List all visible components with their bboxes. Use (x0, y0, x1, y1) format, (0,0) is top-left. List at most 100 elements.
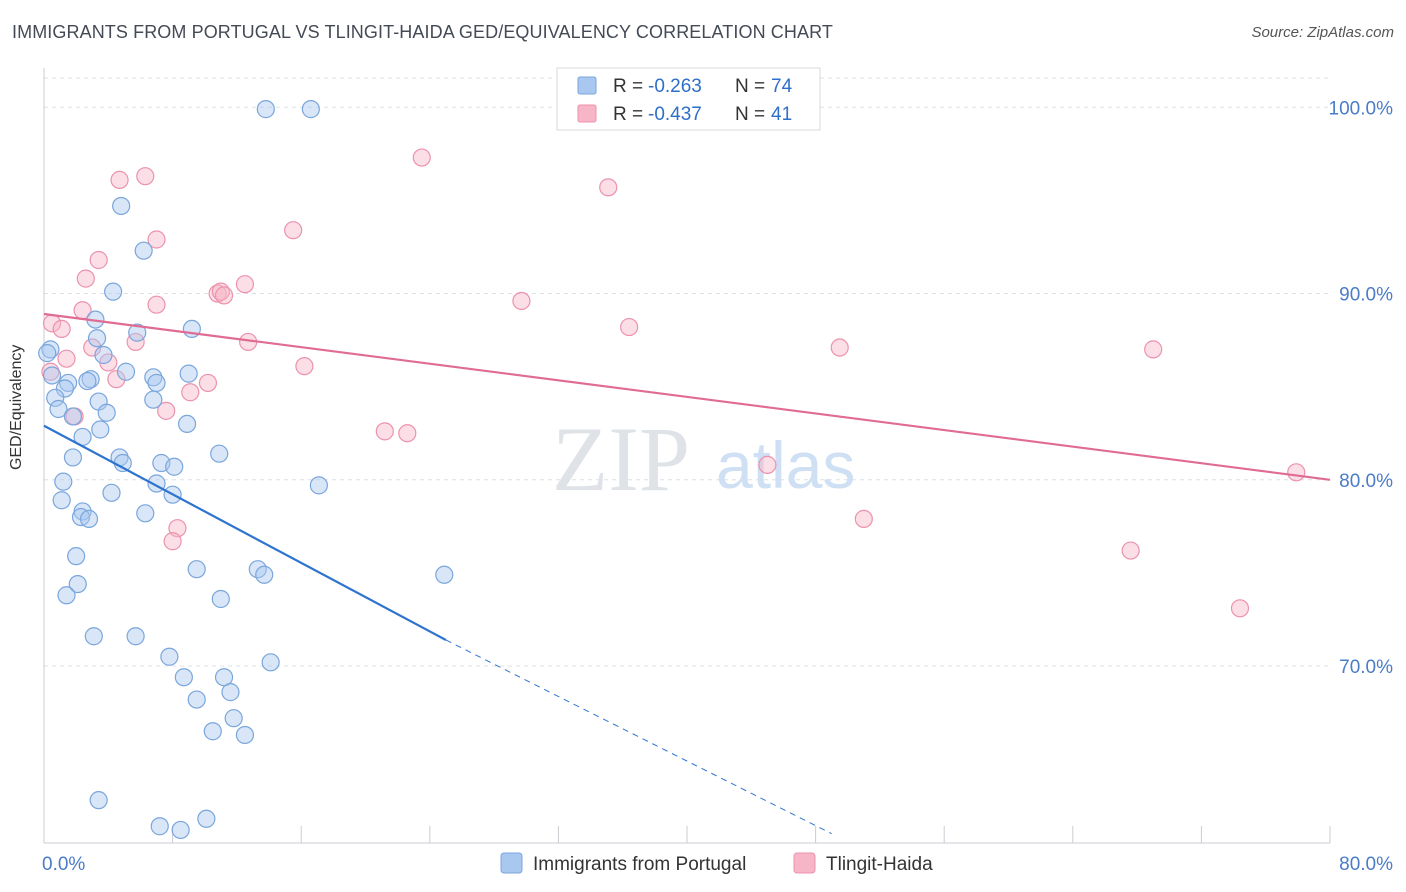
y-tick-label: 80.0% (1339, 471, 1393, 492)
data-point (46, 388, 65, 407)
data-point (211, 589, 230, 609)
data-point (1230, 599, 1250, 618)
data-point (854, 509, 873, 528)
stats-legend-swatch-pink (577, 104, 597, 123)
data-point (59, 373, 78, 393)
data-point (89, 250, 108, 270)
data-point (55, 379, 74, 398)
series-legend: Immigrants from Portugal Tlingit-Haida (500, 852, 933, 875)
data-point (128, 323, 147, 342)
data-point (224, 709, 243, 728)
x-tick-label: 80.0% (1339, 854, 1393, 875)
data-point (1144, 340, 1163, 359)
data-point (435, 565, 454, 584)
data-point (301, 100, 320, 119)
stats-legend-n-value: 41 (771, 104, 792, 125)
data-point (63, 407, 83, 426)
data-point (136, 504, 155, 523)
data-point (160, 647, 179, 666)
stats-legend: R = -0.263 N = 74 R = -0.437 N = 41 (556, 67, 821, 131)
stats-legend-r-label: R = (613, 76, 643, 97)
data-point (97, 403, 116, 422)
data-point (116, 362, 136, 381)
data-point (147, 373, 166, 393)
data-point (144, 368, 163, 387)
data-point (830, 338, 849, 357)
data-point (42, 366, 62, 385)
data-point (136, 167, 155, 186)
data-point (67, 547, 86, 566)
data-point (412, 148, 431, 167)
data-point (208, 284, 227, 303)
data-point (181, 383, 200, 402)
data-point (79, 509, 99, 528)
data-point (203, 722, 222, 741)
y-tick-label: 100.0% (1329, 98, 1394, 119)
axes-layer: 100.0% 90.0% 80.0% 70.0% 0.0% 80.0% (42, 68, 1393, 875)
data-point (81, 370, 100, 389)
data-point (235, 725, 255, 745)
stats-legend-n-label: N = (735, 76, 765, 97)
data-point (197, 809, 216, 828)
trend-line-portugal-extension (445, 639, 832, 835)
series-tlingit-haida (41, 148, 1306, 618)
data-point (126, 627, 145, 646)
data-point (57, 586, 76, 605)
data-point (107, 370, 126, 389)
watermark: ZIP atlas (552, 408, 855, 510)
data-point (147, 230, 166, 249)
data-point (177, 414, 197, 434)
data-point (165, 457, 184, 476)
data-point (221, 683, 240, 702)
data-point (102, 483, 121, 502)
data-point (157, 401, 176, 420)
data-point (512, 291, 531, 311)
data-point (49, 399, 68, 419)
data-point (134, 241, 153, 260)
data-point (52, 319, 71, 339)
data-point (210, 444, 229, 463)
y-tick-label: 90.0% (1339, 285, 1393, 306)
data-point (78, 371, 97, 391)
data-point (261, 653, 280, 672)
trend-lines (43, 312, 1331, 835)
stats-legend-n-label: N = (735, 104, 765, 125)
data-point (38, 344, 57, 363)
data-point (87, 329, 107, 348)
data-point (758, 455, 777, 474)
stats-legend-n-value: 74 (771, 76, 793, 97)
chart-title: IMMIGRANTS FROM PORTUGAL VS TLINGIT-HAID… (12, 22, 833, 42)
chart-source: Source: ZipAtlas.com (1251, 24, 1394, 41)
stats-legend-r-label: R = (613, 104, 643, 125)
data-point (398, 424, 417, 443)
stats-legend-r-value: -0.437 (648, 104, 702, 125)
data-point (84, 627, 103, 646)
data-point (171, 820, 190, 840)
stats-legend-swatch-blue (577, 76, 597, 95)
data-point (187, 690, 206, 709)
legend-swatch-portugal (500, 852, 523, 874)
data-point (54, 472, 73, 491)
watermark-zip: ZIP (552, 408, 690, 510)
data-point (57, 349, 76, 368)
legend-label-portugal: Immigrants from Portugal (533, 854, 746, 875)
data-point (126, 332, 145, 352)
data-point (68, 574, 87, 594)
data-point (620, 317, 639, 337)
data-point (214, 286, 234, 305)
y-tick-label: 70.0% (1339, 657, 1393, 678)
data-point (104, 282, 123, 301)
data-point (163, 532, 182, 551)
data-point (309, 476, 328, 495)
grid-layer (44, 77, 1330, 667)
data-point (255, 565, 274, 584)
data-point (235, 275, 255, 294)
data-point (284, 221, 303, 240)
data-point (89, 791, 108, 810)
data-point (198, 373, 218, 393)
watermark-atlas: atlas (716, 428, 855, 502)
data-point (1287, 463, 1306, 482)
data-point (174, 668, 193, 687)
x-tick-label: 0.0% (42, 854, 85, 875)
